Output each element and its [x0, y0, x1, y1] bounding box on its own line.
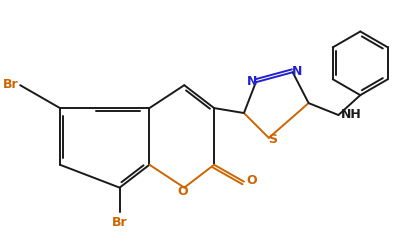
Text: Br: Br: [2, 78, 18, 91]
Text: O: O: [177, 185, 188, 198]
Text: S: S: [268, 133, 277, 147]
Text: N: N: [292, 65, 302, 78]
Text: Br: Br: [112, 217, 127, 229]
Text: O: O: [247, 174, 257, 187]
Text: N: N: [247, 75, 257, 88]
Text: NH: NH: [340, 108, 361, 120]
